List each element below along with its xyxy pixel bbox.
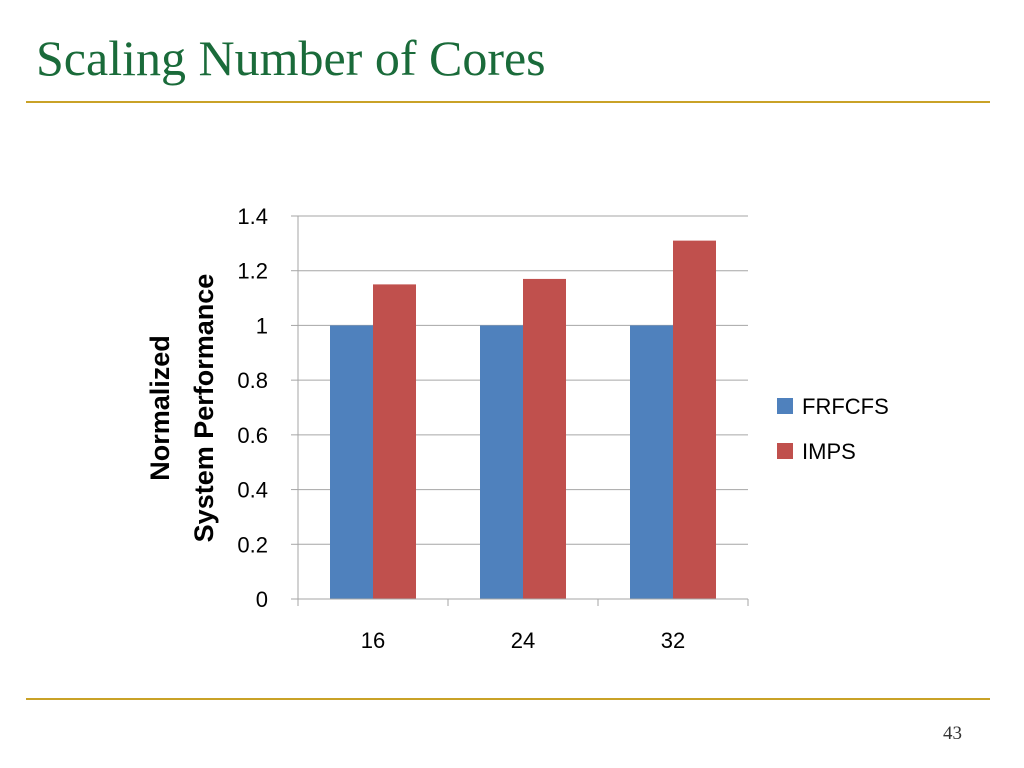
x-tick-label: 32 <box>661 628 685 653</box>
axes <box>291 215 749 606</box>
x-tick-label: 24 <box>511 628 535 653</box>
y-tick-label: 0.4 <box>237 478 268 503</box>
y-tick-label: 0 <box>256 587 268 612</box>
y-tick-labels: 0 0.2 0.4 0.6 0.8 1 1.2 1.4 <box>237 204 268 612</box>
legend-label-imps: IMPS <box>802 439 856 464</box>
y-axis-title-line: System Performance <box>189 274 219 543</box>
legend-label-frfcfs: FRFCFS <box>802 394 889 419</box>
y-tick-label: 0.6 <box>237 423 268 448</box>
slide-title: Scaling Number of Cores <box>36 30 546 86</box>
y-tick-label: 1 <box>256 313 268 338</box>
y-tick-label: 1.4 <box>237 204 268 229</box>
legend-swatch-frfcfs <box>777 398 793 414</box>
bar-imps-16 <box>373 284 416 599</box>
y-tick-label: 0.2 <box>237 532 268 557</box>
y-axis-title-line: Normalized <box>145 335 175 481</box>
footer-divider <box>26 698 990 700</box>
bar-frfcfs-24 <box>480 325 523 599</box>
title-divider <box>26 101 990 103</box>
bar-imps-24 <box>523 278 566 599</box>
bar-imps-32 <box>673 240 716 599</box>
bar-frfcfs-16 <box>330 325 373 599</box>
page-number: 43 <box>943 723 962 744</box>
legend: FRFCFS IMPS <box>777 394 889 464</box>
y-axis-title: Normalized System Performance <box>145 274 219 543</box>
y-tick-label: 0.8 <box>237 368 268 393</box>
legend-swatch-imps <box>777 443 793 459</box>
bars <box>330 240 716 599</box>
y-tick-label: 1.2 <box>237 259 268 284</box>
bar-frfcfs-32 <box>630 325 673 599</box>
x-tick-labels: 16 24 32 <box>361 628 685 653</box>
x-tick-label: 16 <box>361 628 385 653</box>
